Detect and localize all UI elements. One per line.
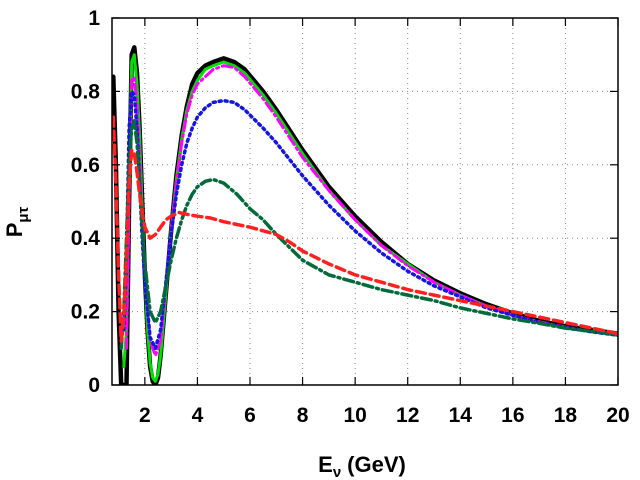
y-tick-label: 0.2 <box>71 301 100 324</box>
x-tick-label: 12 <box>396 404 419 427</box>
x-axis-label: Eν (GeV) <box>318 452 406 480</box>
series-group <box>112 45 618 385</box>
grid <box>112 18 618 385</box>
y-tick-label: 0.4 <box>71 227 101 250</box>
series-line-5 <box>119 119 618 351</box>
series-line-4 <box>122 89 618 351</box>
ticks: 2 4 6 8 10 12 14 16 18 20 0 0.2 0.4 0.6 0.8 1 <box>71 7 630 427</box>
series-line-3 <box>125 64 618 358</box>
x-tick-label: 4 <box>192 404 204 427</box>
x-tick-label: 20 <box>606 404 629 427</box>
y-tick-label: 0.8 <box>71 80 101 103</box>
y-axis-label: Pμτ <box>2 206 32 237</box>
y-tick-label: 0.6 <box>71 154 100 177</box>
x-tick-label: 8 <box>297 404 309 427</box>
x-tick-label: 10 <box>343 404 366 427</box>
y-tick-label: 0 <box>88 374 100 397</box>
x-tick-label: 6 <box>244 404 256 427</box>
x-tick-label: 16 <box>501 404 524 427</box>
series-line-6 <box>112 115 618 343</box>
x-tick-label: 18 <box>554 404 578 427</box>
x-tick-label: 2 <box>139 404 151 427</box>
x-tick-label: 14 <box>449 404 473 427</box>
plot-frame <box>111 17 619 386</box>
y-tick-label: 1 <box>88 7 100 30</box>
